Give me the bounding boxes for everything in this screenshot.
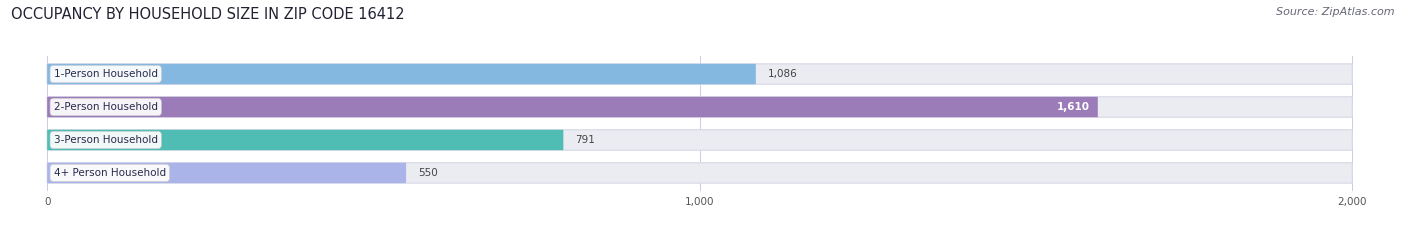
FancyBboxPatch shape bbox=[48, 97, 1098, 117]
FancyBboxPatch shape bbox=[48, 97, 1353, 117]
FancyBboxPatch shape bbox=[48, 163, 406, 183]
Text: 550: 550 bbox=[418, 168, 437, 178]
FancyBboxPatch shape bbox=[48, 130, 1353, 150]
FancyBboxPatch shape bbox=[48, 64, 1353, 84]
Text: 1,086: 1,086 bbox=[768, 69, 797, 79]
Text: 2-Person Household: 2-Person Household bbox=[53, 102, 157, 112]
Text: 3-Person Household: 3-Person Household bbox=[53, 135, 157, 145]
FancyBboxPatch shape bbox=[48, 163, 1353, 183]
FancyBboxPatch shape bbox=[48, 130, 564, 150]
FancyBboxPatch shape bbox=[48, 64, 756, 84]
Text: Source: ZipAtlas.com: Source: ZipAtlas.com bbox=[1277, 7, 1395, 17]
Text: 1,610: 1,610 bbox=[1057, 102, 1090, 112]
Text: 4+ Person Household: 4+ Person Household bbox=[53, 168, 166, 178]
Text: OCCUPANCY BY HOUSEHOLD SIZE IN ZIP CODE 16412: OCCUPANCY BY HOUSEHOLD SIZE IN ZIP CODE … bbox=[11, 7, 405, 22]
Text: 1-Person Household: 1-Person Household bbox=[53, 69, 157, 79]
Text: 791: 791 bbox=[575, 135, 595, 145]
